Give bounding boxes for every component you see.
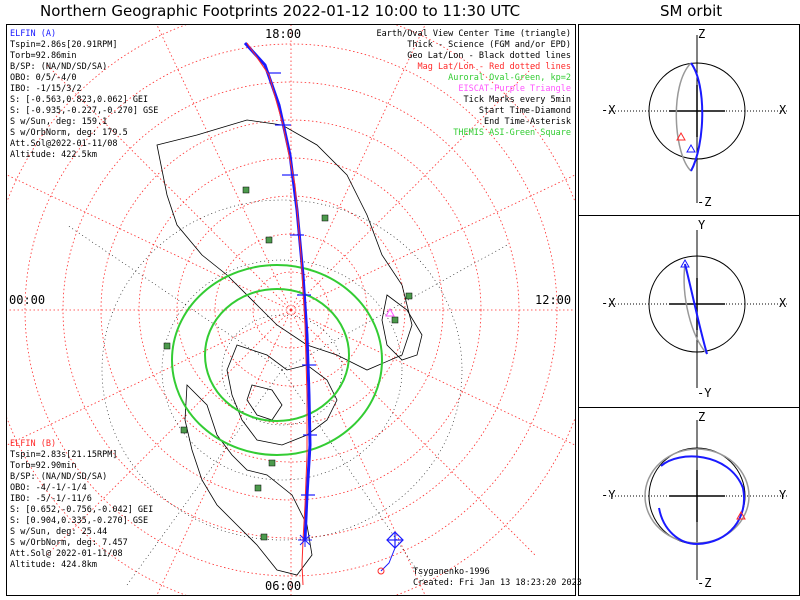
footprint-map-panel: 18:00 00:00 12:00 06:00 Earth/Oval View … xyxy=(6,24,582,596)
elfin-b-line: IBO: -5/-1/-11/6 xyxy=(10,494,92,504)
elfin-b-line: S: [0.652,-0.756,-0.042] GEI xyxy=(10,505,154,515)
legend-item-ticks: Tick Marks every 5min xyxy=(463,95,571,105)
sm-orbit-title: SM orbit xyxy=(660,2,723,20)
elfin-a-line: S: [-0.935,-0.227,-0.270] GSE xyxy=(10,106,159,116)
elfin-b-start-segment xyxy=(380,547,396,572)
footprint-map xyxy=(7,25,575,595)
elfin-a-line: S w/OrbNorm, deg: 179.5 xyxy=(10,128,128,138)
elfin-b-line: Att.Sol@ 2022-01-11/08 xyxy=(10,549,123,559)
elfin-a-line: Tspin=2.86s[20.91RPM] xyxy=(10,40,118,50)
mag-latitude-grid xyxy=(7,25,575,595)
elfin-b-line: S w/Sun, deg: 25.44 xyxy=(10,527,108,537)
sm-orbit-panel-xz: Z -Z -X X xyxy=(578,24,800,216)
elfin-a-line: OBO: 0/5/-4/0 xyxy=(10,73,77,83)
legend-item-auroral-oval: Auroral Oval-Green, kp=2 xyxy=(448,73,571,83)
elfin-b-line: B/SP: (NA/ND/SD/SA) xyxy=(10,472,108,482)
created-timestamp: Created: Fri Jan 13 18:23:20 2023 xyxy=(413,578,582,588)
eiscat-triangle xyxy=(385,307,395,317)
sm-axis-label: -X xyxy=(601,103,616,117)
elfin-a-info: ELFIN (A) Tspin=2.86s[20.91RPM] Torb=92.… xyxy=(10,29,158,161)
elfin-b-line: Torb=92.90min xyxy=(10,461,77,471)
elfin-b-line: S w/OrbNorm, deg: 7.457 xyxy=(10,538,128,548)
model-credit: Tsyganenko-1996 xyxy=(413,567,490,577)
elfin-a-title: ELFIN (A) xyxy=(10,29,57,39)
sm-axis-label: Y xyxy=(698,218,706,232)
sm-axis-label: -Y xyxy=(697,386,712,400)
time-label-bottom: 06:00 xyxy=(265,579,302,593)
sm-axis-label: Z xyxy=(698,410,706,424)
sm-axis-label: -X xyxy=(601,296,616,310)
legend-item-end: End Time-Asterisk xyxy=(484,117,571,127)
sm-axis-label: Z xyxy=(698,27,706,41)
map-legend: Earth/Oval View Center Time (triangle) T… xyxy=(377,29,571,139)
elfin-a-line: S w/Sun, deg: 159.1 xyxy=(10,117,108,127)
elfin-b-line: Altitude: 424.8km xyxy=(10,560,97,570)
elfin-a-line: B/SP: (NA/ND/SD/SA) xyxy=(10,62,108,72)
geo-latitude-grid xyxy=(66,199,508,586)
elfin-a-line: Altitude: 422.5km xyxy=(10,150,97,160)
elfin-a-line: Att.Sol@2022-01-11/08 xyxy=(10,139,118,149)
sm-axis-label: -Y xyxy=(601,488,616,502)
track-tick-marks xyxy=(269,72,317,496)
time-label-left: 00:00 xyxy=(9,293,46,307)
sm-axis-label: X xyxy=(779,296,787,310)
legend-item-mag-grid: Mag Lat/Lon - Red dotted lines xyxy=(417,62,571,72)
legend-item-eiscat: EISCAT-Purple Triangle xyxy=(458,84,571,94)
elfin-b-line: Tspin=2.83s[21.15RPM] xyxy=(10,450,118,460)
elfin-b-info: ELFIN (B) Tspin=2.83s[21.15RPM] Torb=92.… xyxy=(10,439,153,571)
legend-item-start: Start Time-Diamond xyxy=(478,106,571,116)
page-title: Northern Geographic Footprints 2022-01-1… xyxy=(40,2,521,20)
legend-item-themis: THEMIS ASI-Green Square xyxy=(453,128,571,138)
sm-axis-label: -Z xyxy=(697,576,712,590)
time-label-top: 18:00 xyxy=(265,27,302,41)
elfin-b-start-marker xyxy=(377,567,385,575)
sm-orbit-panel-yz: Z -Z -Y Y xyxy=(578,407,800,596)
coastlines xyxy=(156,119,423,576)
sm-axis-label: -Z xyxy=(697,195,712,209)
elfin-b-track xyxy=(246,42,308,586)
start-time-diamond xyxy=(386,531,404,549)
elfin-b-line: S: [0.904,0.335,-0.270] GSE xyxy=(10,516,149,526)
legend-item-science: Thick - Science (FGM and/or EPD) xyxy=(407,40,571,50)
map-footer: Tsyganenko-1996 Created: Fri Jan 13 18:2… xyxy=(413,567,582,589)
elfin-b-line: OBO: -4/-1/-1/4 xyxy=(10,483,87,493)
legend-item-geo-grid: Geo Lat/Lon - Black dotted lines xyxy=(407,51,571,61)
elfin-a-line: S: [-0.563,0.823,0.062] GEI xyxy=(10,95,149,105)
sm-axis-label: X xyxy=(779,103,787,117)
sm-axis-label: Y xyxy=(779,488,787,502)
elfin-a-line: IBO: -1/15/3/2 xyxy=(10,84,82,94)
sm-orbit-panel-xy: Y -Y -X X xyxy=(578,215,800,408)
time-label-right: 12:00 xyxy=(535,293,572,307)
legend-item-view-center: Earth/Oval View Center Time (triangle) xyxy=(376,29,571,39)
themis-asi-squares xyxy=(163,186,413,541)
elfin-a-track xyxy=(243,41,312,541)
elfin-a-line: Torb=92.86min xyxy=(10,51,77,61)
end-time-asterisk xyxy=(298,533,312,547)
auroral-oval xyxy=(171,264,383,456)
elfin-b-title: ELFIN (B) xyxy=(10,439,57,449)
